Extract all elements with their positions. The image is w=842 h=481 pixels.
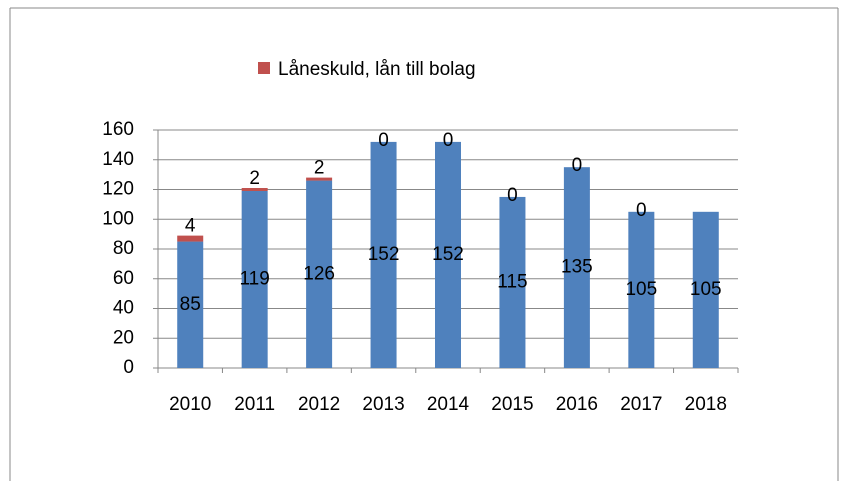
data-label: 0 [572, 155, 583, 176]
bar-segment [435, 141, 461, 368]
data-label: 152 [432, 244, 464, 265]
data-label: 115 [497, 271, 527, 292]
data-label: 126 [303, 263, 335, 284]
data-label: 4 [185, 216, 196, 237]
y-tick-label: 160 [102, 119, 134, 140]
y-tick-label: 40 [113, 298, 134, 319]
bar-segment [177, 235, 204, 242]
y-tick-label: 120 [102, 179, 134, 200]
x-tick-label: 2010 [169, 394, 211, 415]
bar-segment [563, 167, 590, 368]
x-tick-label: 2012 [298, 394, 340, 415]
data-label: 2 [249, 168, 260, 189]
data-label: 119 [240, 269, 270, 290]
y-tick-label: 20 [113, 327, 134, 348]
x-tick-label: 2013 [362, 394, 404, 415]
x-tick-label: 2015 [491, 394, 533, 415]
bar-segment [177, 241, 204, 368]
data-label: 152 [368, 244, 400, 265]
data-label: 0 [443, 130, 454, 151]
data-label: 0 [636, 200, 647, 221]
bar-segment [306, 180, 333, 368]
legend-item: Låneskuld, lån till bolag [258, 53, 518, 86]
y-tick-label: 60 [113, 268, 134, 289]
bar-segment [628, 211, 655, 368]
data-label: 135 [561, 257, 593, 278]
x-tick-label: 2018 [685, 394, 727, 415]
bar-segment [241, 190, 268, 368]
x-tick-label: 2014 [427, 394, 470, 415]
bar-segment [241, 188, 268, 191]
legend-label: Låneskuld, lån till bolag [278, 59, 476, 80]
x-tick-label: 2017 [620, 394, 662, 415]
data-label: 105 [625, 279, 657, 300]
y-tick-label: 0 [123, 357, 134, 378]
y-tick-label: 140 [102, 149, 134, 170]
data-label: 0 [378, 130, 389, 151]
y-tick-label: 80 [113, 238, 134, 259]
bar-segment [306, 177, 333, 181]
legend-swatch [258, 62, 270, 74]
y-tick-label: 100 [102, 208, 134, 229]
data-label: 85 [180, 294, 201, 315]
x-tick-label: 2016 [556, 394, 598, 415]
data-label: 0 [507, 185, 518, 206]
legend: Låneskuld, lån till bolag [258, 53, 518, 86]
x-tick-label: 2011 [234, 394, 275, 415]
bar-segment [692, 211, 719, 368]
bar-segment [499, 196, 526, 368]
bar-segment [370, 141, 397, 368]
data-label: 105 [690, 279, 722, 300]
data-label: 2 [314, 158, 325, 179]
